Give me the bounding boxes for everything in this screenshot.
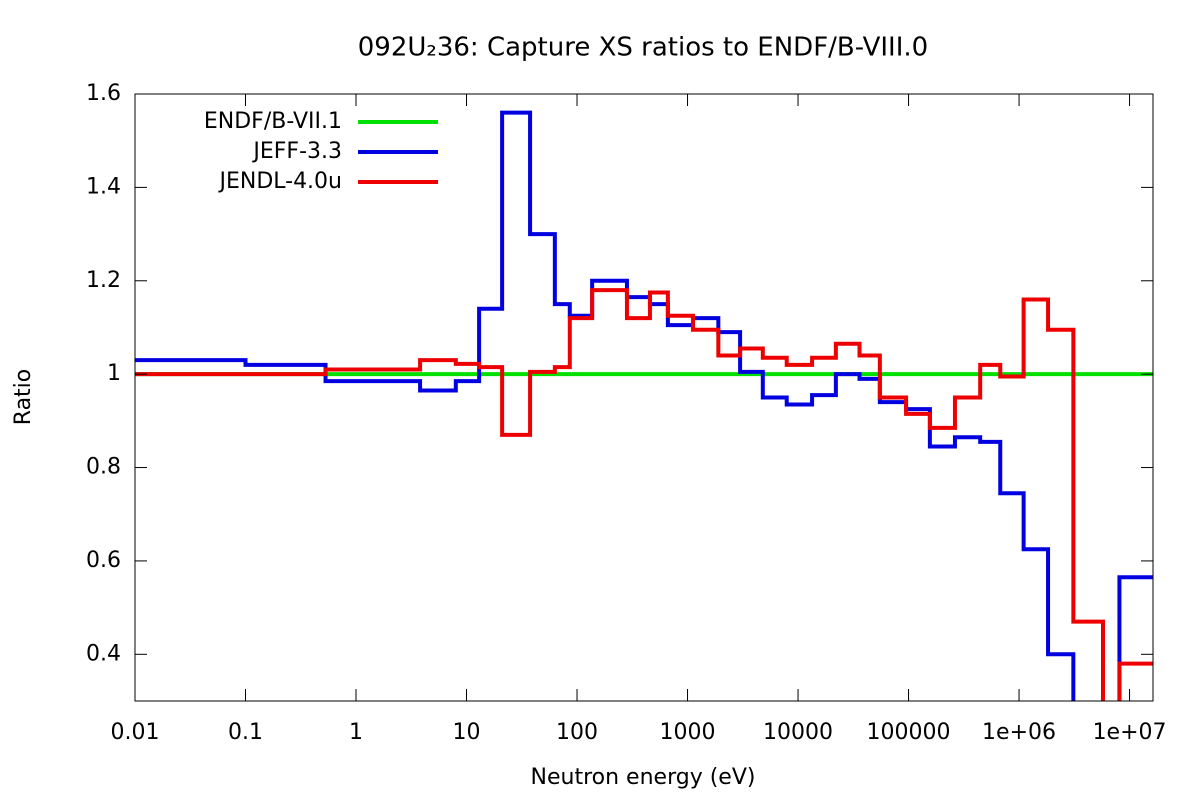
- y-tick-label: 0.4: [86, 641, 121, 666]
- x-tick-label: 1: [349, 720, 363, 745]
- x-tick-label: 1e+07: [1093, 720, 1167, 745]
- x-axis-label: Neutron energy (eV): [531, 765, 756, 790]
- x-tick-label: 10000: [763, 720, 833, 745]
- legend-label: ENDF/B-VII.1: [204, 109, 342, 134]
- y-tick-label: 1.4: [86, 174, 121, 199]
- legend-label: JEFF-3.3: [251, 139, 342, 164]
- x-tick-label: 1e+06: [982, 720, 1056, 745]
- x-tick-label: 100000: [867, 720, 951, 745]
- x-tick-label: 1000: [660, 720, 716, 745]
- x-tick-label: 0.1: [228, 720, 263, 745]
- x-tick-label: 10: [453, 720, 481, 745]
- series-line: [135, 288, 1153, 701]
- y-tick-label: 1.2: [86, 268, 121, 293]
- legend-label: JENDL-4.0u: [217, 169, 342, 194]
- y-tick-label: 1.6: [86, 81, 121, 106]
- x-tick-label: 100: [556, 720, 598, 745]
- y-tick-label: 0.8: [86, 455, 121, 480]
- y-tick-label: 1: [107, 361, 121, 386]
- plot-area: [135, 110, 1153, 701]
- series-line: [135, 110, 1153, 701]
- plot-border: [134, 93, 1154, 702]
- y-tick-label: 0.6: [86, 548, 121, 573]
- chart-title: 092U₂36: Capture XS ratios to ENDF/B-VII…: [358, 33, 928, 63]
- y-axis-label: Ratio: [11, 369, 36, 425]
- x-tick-label: 0.01: [111, 720, 160, 745]
